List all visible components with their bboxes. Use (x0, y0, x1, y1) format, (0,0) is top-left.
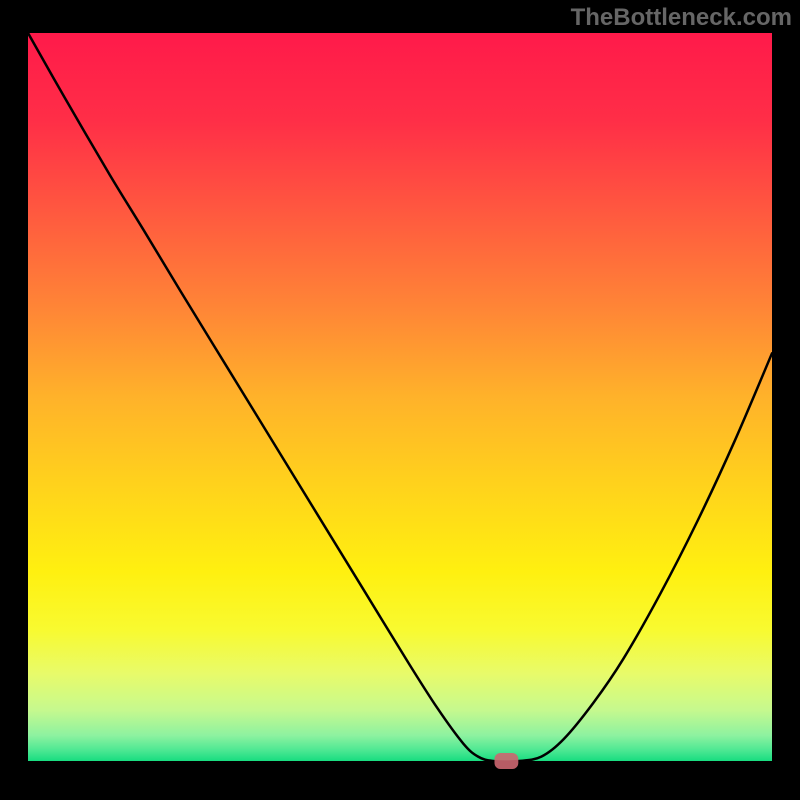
watermark-text: TheBottleneck.com (571, 4, 792, 32)
optimal-marker (494, 753, 518, 769)
plot-background (28, 33, 772, 761)
bottleneck-chart (0, 0, 800, 800)
